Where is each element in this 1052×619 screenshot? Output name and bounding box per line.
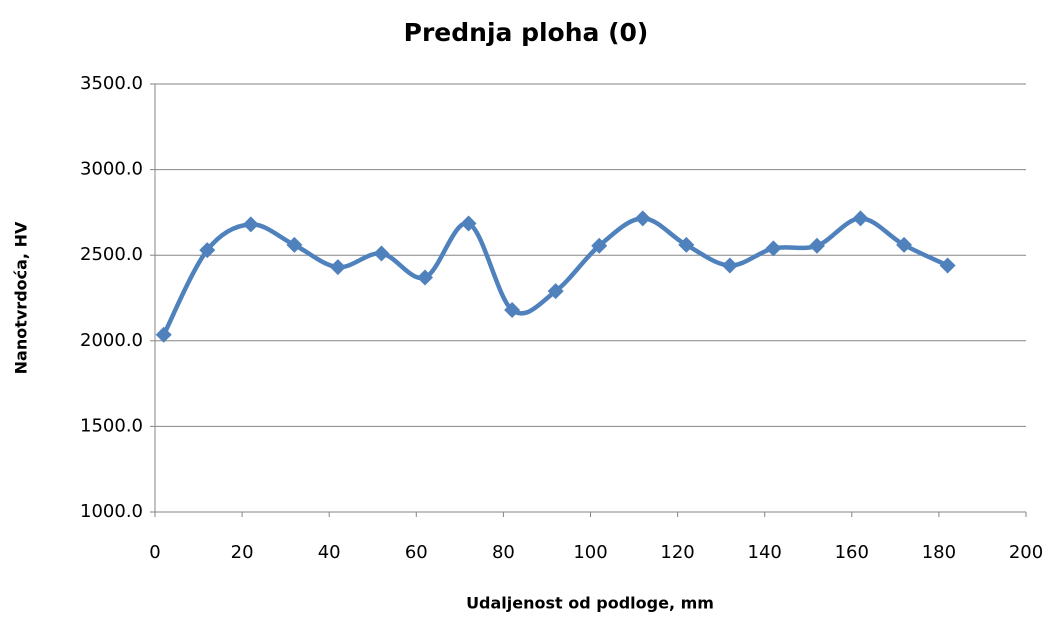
marker [373,245,390,262]
marker [765,240,782,257]
marker [199,242,216,259]
y-tick-label: 2000.0 [80,330,143,351]
marker [504,301,521,318]
x-tick-label: 0 [149,542,160,563]
x-tick-label: 180 [922,542,956,563]
marker [329,259,346,276]
y-tick-label: 1000.0 [80,501,143,522]
marker [939,257,956,274]
marker [721,257,738,274]
marker [634,210,651,227]
x-tick-label: 40 [318,542,341,563]
x-axis-title: Udaljenost od podloge, mm [466,594,714,613]
y-tick-label: 3500.0 [80,73,143,94]
x-tick-label: 200 [1009,542,1043,563]
marker [242,216,259,233]
marker [591,237,608,254]
x-tick-label: 140 [748,542,782,563]
marker [808,237,825,254]
marker [547,283,564,300]
marker [286,236,303,253]
x-tick-label: 60 [405,542,428,563]
chart-title: Prednja ploha (0) [404,18,649,47]
marker [852,210,869,227]
marker [460,215,477,232]
y-tick-label: 3000.0 [80,159,143,180]
marker [896,236,913,253]
marker [678,236,695,253]
marker [417,269,434,286]
x-tick-label: 80 [492,542,515,563]
marker [155,326,172,343]
x-tick-label: 120 [660,542,694,563]
x-tick-label: 100 [573,542,607,563]
y-tick-label: 2500.0 [80,244,143,265]
x-tick-label: 20 [231,542,254,563]
line [161,216,949,336]
y-axis-title: Nanotvrdoća, HV [12,221,31,374]
y-tick-label: 1500.0 [80,415,143,436]
x-tick-label: 160 [835,542,869,563]
